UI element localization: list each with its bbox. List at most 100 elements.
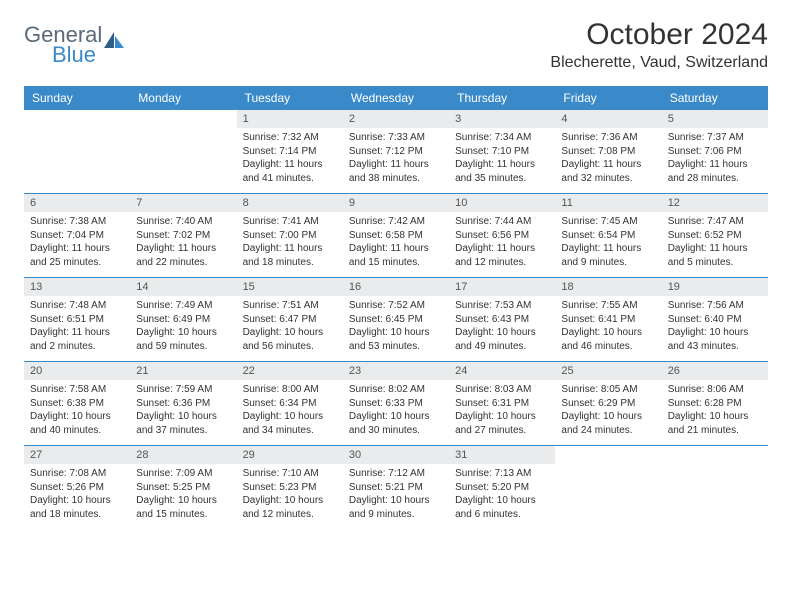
- sunrise-text: Sunrise: 7:51 AM: [243, 299, 337, 313]
- sunrise-text: Sunrise: 7:55 AM: [561, 299, 655, 313]
- sunrise-text: Sunrise: 7:42 AM: [349, 215, 443, 229]
- sunset-text: Sunset: 5:20 PM: [455, 481, 549, 495]
- day-number: 21: [130, 362, 236, 380]
- day-number: 28: [130, 446, 236, 464]
- daylight-text: Daylight: 11 hours and 12 minutes.: [455, 242, 549, 269]
- sunrise-text: Sunrise: 7:40 AM: [136, 215, 230, 229]
- daylight-text: Daylight: 10 hours and 9 minutes.: [349, 494, 443, 521]
- day-number: 14: [130, 278, 236, 296]
- calendar-day-cell: 11Sunrise: 7:45 AMSunset: 6:54 PMDayligh…: [555, 194, 661, 278]
- day-body: Sunrise: 7:12 AMSunset: 5:21 PMDaylight:…: [343, 464, 449, 529]
- sunset-text: Sunset: 6:58 PM: [349, 229, 443, 243]
- day-body: Sunrise: 7:44 AMSunset: 6:56 PMDaylight:…: [449, 212, 555, 277]
- day-number: 13: [24, 278, 130, 296]
- calendar-day-cell: [24, 110, 130, 194]
- calendar-day-cell: 15Sunrise: 7:51 AMSunset: 6:47 PMDayligh…: [237, 278, 343, 362]
- calendar-day-cell: 20Sunrise: 7:58 AMSunset: 6:38 PMDayligh…: [24, 362, 130, 446]
- sunset-text: Sunset: 5:21 PM: [349, 481, 443, 495]
- calendar-week-row: 1Sunrise: 7:32 AMSunset: 7:14 PMDaylight…: [24, 110, 768, 194]
- day-number: 4: [555, 110, 661, 128]
- sunset-text: Sunset: 7:06 PM: [668, 145, 762, 159]
- day-body: Sunrise: 8:06 AMSunset: 6:28 PMDaylight:…: [662, 380, 768, 445]
- sunset-text: Sunset: 6:56 PM: [455, 229, 549, 243]
- day-number: 10: [449, 194, 555, 212]
- sunset-text: Sunset: 7:04 PM: [30, 229, 124, 243]
- calendar-day-cell: 19Sunrise: 7:56 AMSunset: 6:40 PMDayligh…: [662, 278, 768, 362]
- sunset-text: Sunset: 7:10 PM: [455, 145, 549, 159]
- daylight-text: Daylight: 10 hours and 37 minutes.: [136, 410, 230, 437]
- day-body: Sunrise: 7:59 AMSunset: 6:36 PMDaylight:…: [130, 380, 236, 445]
- day-body: Sunrise: 7:48 AMSunset: 6:51 PMDaylight:…: [24, 296, 130, 361]
- calendar-day-cell: 6Sunrise: 7:38 AMSunset: 7:04 PMDaylight…: [24, 194, 130, 278]
- day-body-empty: [662, 446, 768, 510]
- sunset-text: Sunset: 6:43 PM: [455, 313, 549, 327]
- weekday-header: Sunday: [24, 86, 130, 110]
- sunset-text: Sunset: 6:52 PM: [668, 229, 762, 243]
- day-body: Sunrise: 7:45 AMSunset: 6:54 PMDaylight:…: [555, 212, 661, 277]
- daylight-text: Daylight: 11 hours and 2 minutes.: [30, 326, 124, 353]
- day-number: 5: [662, 110, 768, 128]
- calendar-day-cell: 30Sunrise: 7:12 AMSunset: 5:21 PMDayligh…: [343, 446, 449, 530]
- sunrise-text: Sunrise: 7:12 AM: [349, 467, 443, 481]
- day-number: 15: [237, 278, 343, 296]
- sunset-text: Sunset: 7:12 PM: [349, 145, 443, 159]
- sunset-text: Sunset: 6:33 PM: [349, 397, 443, 411]
- day-number: 23: [343, 362, 449, 380]
- sunset-text: Sunset: 6:40 PM: [668, 313, 762, 327]
- daylight-text: Daylight: 10 hours and 30 minutes.: [349, 410, 443, 437]
- calendar-day-cell: 18Sunrise: 7:55 AMSunset: 6:41 PMDayligh…: [555, 278, 661, 362]
- sunset-text: Sunset: 6:34 PM: [243, 397, 337, 411]
- location-text: Blecherette, Vaud, Switzerland: [550, 54, 768, 72]
- sunset-text: Sunset: 6:29 PM: [561, 397, 655, 411]
- sunrise-text: Sunrise: 7:49 AM: [136, 299, 230, 313]
- day-body: Sunrise: 7:49 AMSunset: 6:49 PMDaylight:…: [130, 296, 236, 361]
- day-number: 29: [237, 446, 343, 464]
- sunrise-text: Sunrise: 7:48 AM: [30, 299, 124, 313]
- calendar-day-cell: 3Sunrise: 7:34 AMSunset: 7:10 PMDaylight…: [449, 110, 555, 194]
- sunrise-text: Sunrise: 7:08 AM: [30, 467, 124, 481]
- sunset-text: Sunset: 6:38 PM: [30, 397, 124, 411]
- day-number: 19: [662, 278, 768, 296]
- day-body: Sunrise: 7:53 AMSunset: 6:43 PMDaylight:…: [449, 296, 555, 361]
- sunset-text: Sunset: 6:49 PM: [136, 313, 230, 327]
- daylight-text: Daylight: 10 hours and 34 minutes.: [243, 410, 337, 437]
- calendar-day-cell: 22Sunrise: 8:00 AMSunset: 6:34 PMDayligh…: [237, 362, 343, 446]
- daylight-text: Daylight: 11 hours and 15 minutes.: [349, 242, 443, 269]
- day-body: Sunrise: 7:36 AMSunset: 7:08 PMDaylight:…: [555, 128, 661, 193]
- day-number: 7: [130, 194, 236, 212]
- day-body: Sunrise: 7:13 AMSunset: 5:20 PMDaylight:…: [449, 464, 555, 529]
- daylight-text: Daylight: 10 hours and 18 minutes.: [30, 494, 124, 521]
- calendar-day-cell: 31Sunrise: 7:13 AMSunset: 5:20 PMDayligh…: [449, 446, 555, 530]
- sunset-text: Sunset: 6:36 PM: [136, 397, 230, 411]
- sunrise-text: Sunrise: 8:00 AM: [243, 383, 337, 397]
- sunrise-text: Sunrise: 7:53 AM: [455, 299, 549, 313]
- sunset-text: Sunset: 7:14 PM: [243, 145, 337, 159]
- sunrise-text: Sunrise: 7:59 AM: [136, 383, 230, 397]
- daylight-text: Daylight: 11 hours and 35 minutes.: [455, 158, 549, 185]
- day-body: Sunrise: 7:37 AMSunset: 7:06 PMDaylight:…: [662, 128, 768, 193]
- calendar-day-cell: 26Sunrise: 8:06 AMSunset: 6:28 PMDayligh…: [662, 362, 768, 446]
- daylight-text: Daylight: 11 hours and 41 minutes.: [243, 158, 337, 185]
- weekday-header: Monday: [130, 86, 236, 110]
- day-number: 18: [555, 278, 661, 296]
- calendar-day-cell: 9Sunrise: 7:42 AMSunset: 6:58 PMDaylight…: [343, 194, 449, 278]
- calendar-day-cell: [662, 446, 768, 530]
- day-number: 6: [24, 194, 130, 212]
- daylight-text: Daylight: 11 hours and 25 minutes.: [30, 242, 124, 269]
- daylight-text: Daylight: 10 hours and 59 minutes.: [136, 326, 230, 353]
- day-body-empty: [24, 110, 130, 174]
- sunrise-text: Sunrise: 7:52 AM: [349, 299, 443, 313]
- calendar-day-cell: 4Sunrise: 7:36 AMSunset: 7:08 PMDaylight…: [555, 110, 661, 194]
- weekday-header: Friday: [555, 86, 661, 110]
- day-body-empty: [555, 446, 661, 510]
- sunrise-text: Sunrise: 8:06 AM: [668, 383, 762, 397]
- daylight-text: Daylight: 10 hours and 27 minutes.: [455, 410, 549, 437]
- day-number: 17: [449, 278, 555, 296]
- day-number: 2: [343, 110, 449, 128]
- daylight-text: Daylight: 11 hours and 28 minutes.: [668, 158, 762, 185]
- header: GeneralBlue October 2024 Blecherette, Va…: [24, 18, 768, 72]
- daylight-text: Daylight: 11 hours and 38 minutes.: [349, 158, 443, 185]
- weekday-header: Saturday: [662, 86, 768, 110]
- sunrise-text: Sunrise: 7:09 AM: [136, 467, 230, 481]
- sunset-text: Sunset: 6:41 PM: [561, 313, 655, 327]
